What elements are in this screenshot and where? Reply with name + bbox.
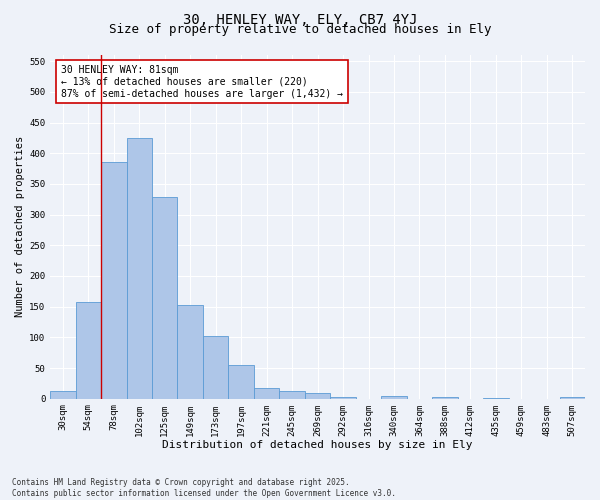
Bar (152, 198, 178, 398)
Bar (254, 388, 280, 398)
Y-axis label: Number of detached properties: Number of detached properties (15, 136, 25, 318)
X-axis label: Distribution of detached houses by size in Ely: Distribution of detached houses by size … (163, 440, 473, 450)
Bar (178, 305, 203, 398)
Bar (203, 336, 229, 398)
Bar (101, 162, 127, 398)
Bar (331, 397, 356, 398)
Text: Contains HM Land Registry data © Crown copyright and database right 2025.
Contai: Contains HM Land Registry data © Crown c… (12, 478, 396, 498)
Bar (560, 397, 585, 398)
Bar (127, 138, 152, 398)
Bar (280, 390, 305, 398)
Text: Size of property relative to detached houses in Ely: Size of property relative to detached ho… (109, 22, 491, 36)
Text: 30, HENLEY WAY, ELY, CB7 4YJ: 30, HENLEY WAY, ELY, CB7 4YJ (183, 12, 417, 26)
Text: 30 HENLEY WAY: 81sqm
← 13% of detached houses are smaller (220)
87% of semi-deta: 30 HENLEY WAY: 81sqm ← 13% of detached h… (61, 66, 343, 98)
Bar (229, 365, 254, 398)
Bar (76, 302, 101, 398)
Bar (381, 396, 407, 398)
Bar (305, 392, 331, 398)
Bar (50, 392, 76, 398)
